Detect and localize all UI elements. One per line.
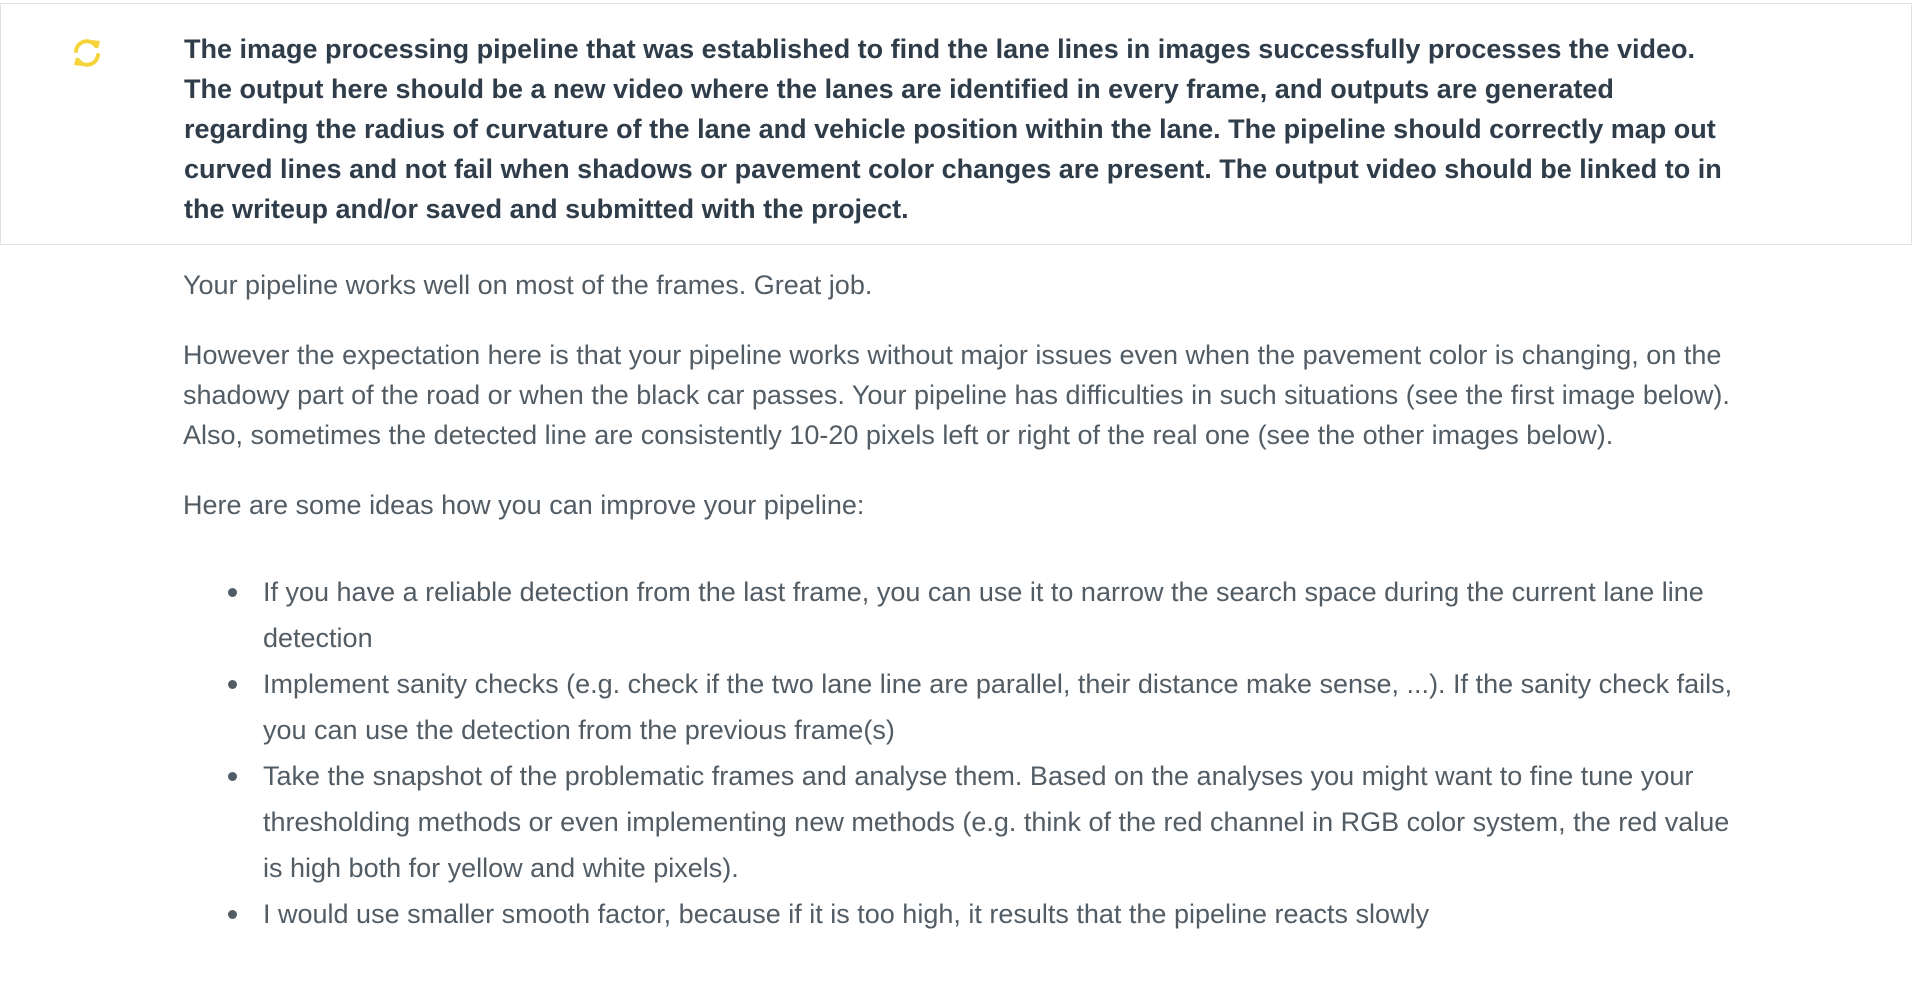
list-item: I would use smaller smooth factor, becau…: [228, 891, 1743, 937]
bullet-icon: [228, 910, 237, 919]
rubric-criteria-section: The image processing pipeline that was e…: [0, 3, 1912, 245]
bullet-icon: [228, 588, 237, 597]
list-item: Take the snapshot of the problematic fra…: [228, 753, 1743, 891]
review-paragraph: Your pipeline works well on most of the …: [183, 270, 873, 300]
list-item-text: Implement sanity checks (e.g. check if t…: [263, 669, 1733, 745]
list-item-text: If you have a reliable detection from th…: [263, 577, 1704, 653]
list-item: If you have a reliable detection from th…: [228, 569, 1743, 661]
list-item-text: Take the snapshot of the problematic fra…: [263, 761, 1730, 883]
review-paragraph: However the expectation here is that you…: [183, 340, 1730, 450]
reviewer-comment: Your pipeline works well on most of the …: [183, 265, 1743, 937]
improvement-list: If you have a reliable detection from th…: [183, 569, 1743, 937]
criteria-description: The image processing pipeline that was e…: [184, 34, 1722, 224]
review-paragraph: Here are some ideas how you can improve …: [183, 490, 865, 520]
list-item-text: I would use smaller smooth factor, becau…: [263, 899, 1430, 929]
refresh-icon: [71, 37, 103, 69]
bullet-icon: [228, 680, 237, 689]
list-item: Implement sanity checks (e.g. check if t…: [228, 661, 1743, 753]
bullet-icon: [228, 772, 237, 781]
